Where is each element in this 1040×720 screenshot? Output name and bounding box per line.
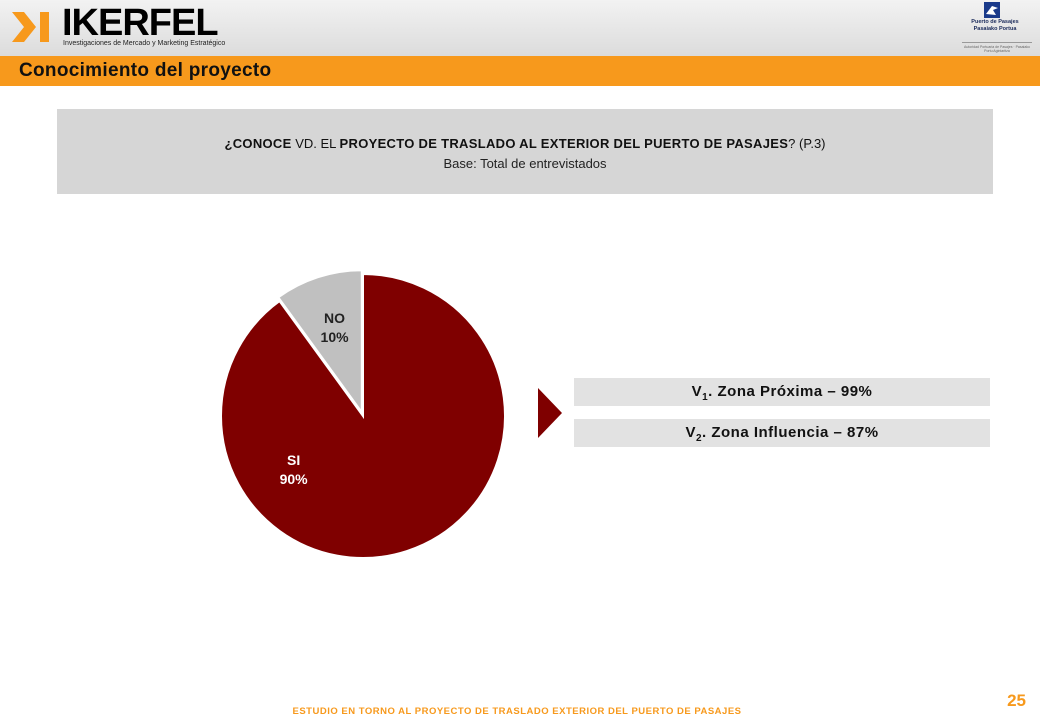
footer-text: ESTUDIO EN TORNO AL PROYECTO DE TRASLADO…: [292, 706, 742, 717]
zone-proxima-box: V1. Zona Próxima – 99%: [574, 378, 990, 406]
page-title: Conocimiento del proyecto: [19, 60, 272, 81]
ikerfel-logo-text: IKERFEL: [62, 2, 219, 44]
arrow-right-icon: [538, 388, 562, 438]
header: IKERFEL Investigaciones de Mercado y Mar…: [0, 0, 1040, 56]
question-text: ¿CONOCE VD. EL PROYECTO DE TRASLADO AL E…: [57, 134, 993, 174]
pie-label-si-value: 90%: [279, 471, 308, 488]
zone-proxima-sub: 1: [702, 392, 709, 403]
question-suffix: ? (P.3): [788, 136, 826, 151]
puerto-subtitle: Autoridad Portuaria de Pasajes · Pasaiak…: [962, 42, 1032, 53]
title-bar: Conocimiento del proyecto: [0, 56, 1040, 86]
puerto-pasajes-logo: Puerto de Pasajes Pasaiako Portua Autori…: [946, 2, 1036, 54]
zone-influencia-prefix: V: [685, 424, 696, 441]
puerto-name: Puerto de Pasajes Pasaiako Portua: [971, 19, 1019, 32]
ikerfel-chevron-icon: [12, 12, 49, 42]
question-prefix: ¿CONOCE: [224, 136, 292, 151]
pie-slice-no: [276, 269, 363, 416]
question-main: PROYECTO DE TRASLADO AL EXTERIOR DEL PUE…: [339, 136, 789, 151]
pie-chart: [220, 269, 506, 559]
pie-label-no: NO 10%: [305, 309, 365, 347]
ikerfel-tagline: Investigaciones de Mercado y Marketing E…: [63, 40, 226, 47]
zone-influencia-box: V2. Zona Influencia – 87%: [574, 419, 990, 447]
question-base: Base: Total de entrevistados: [443, 156, 607, 171]
puerto-bird-icon: [984, 2, 1000, 18]
zone-proxima-prefix: V: [691, 383, 703, 400]
zone-proxima-text: . Zona Próxima – 99%: [708, 383, 873, 400]
question-middle: VD. EL: [291, 136, 340, 151]
pie-label-si-category: SI: [286, 452, 301, 469]
zone-influencia-sub: 2: [695, 433, 703, 444]
pie-label-no-value: 10%: [320, 329, 349, 346]
page-number: 25: [1007, 691, 1026, 710]
pie-label-no-category: NO: [324, 310, 346, 327]
pie-label-si: SI 90%: [264, 451, 324, 489]
pie-slice-si: [220, 272, 506, 559]
zone-influencia-text: . Zona Influencia – 87%: [702, 424, 879, 441]
question-box: ¿CONOCE VD. EL PROYECTO DE TRASLADO AL E…: [57, 109, 993, 194]
